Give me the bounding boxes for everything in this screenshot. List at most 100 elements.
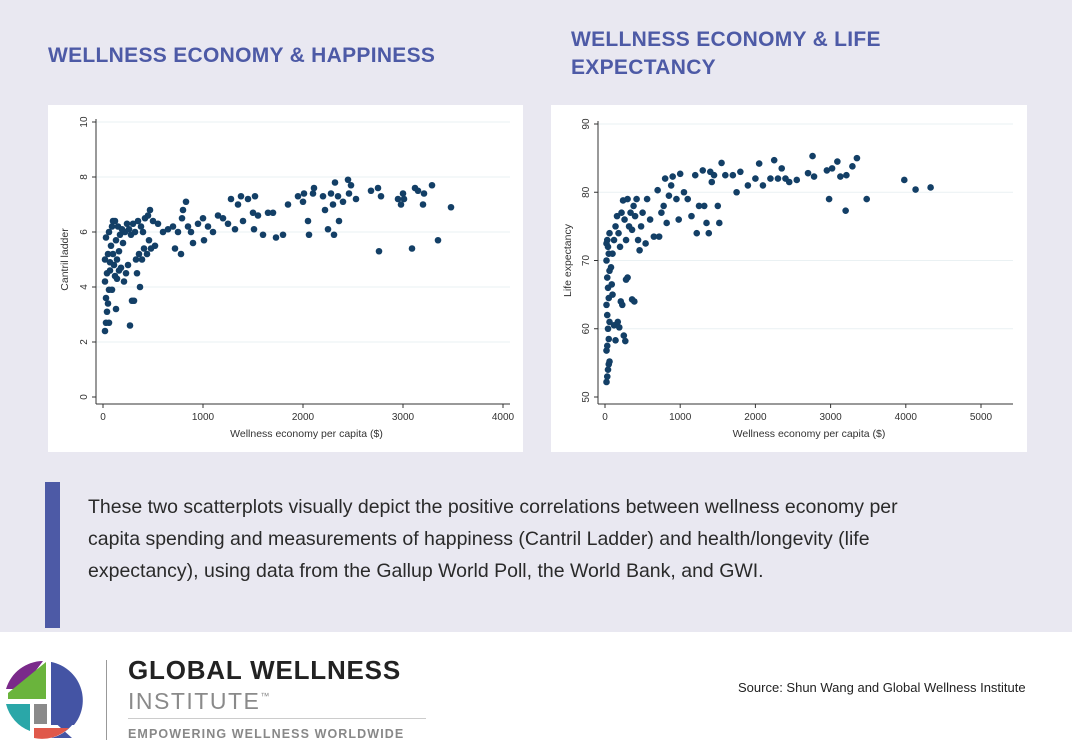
x-tick-label: 4000 [492,412,515,423]
data-point [399,190,407,197]
data-point [109,250,117,258]
data-point [144,212,152,219]
data-point [244,195,252,203]
data-point [609,291,616,298]
data-point [147,245,155,252]
data-point [628,226,636,234]
data-point [615,324,623,331]
data-point [744,182,752,189]
data-point [752,175,759,182]
data-point [630,202,637,210]
data-point [130,297,138,305]
data-point [733,188,740,196]
data-point [335,217,343,225]
scatterplot-life-expectancy: 50 60 70 80 90 0 1000 2000 3000 4000 5000 Wellness … [551,105,1027,452]
data-point [420,190,428,197]
data-point [688,212,695,220]
data-point [140,245,148,252]
data-point [414,187,422,195]
logo-name: GLOBAL WELLNESS [128,655,401,685]
data-point [106,267,114,274]
data-point [691,171,699,179]
data-point [103,308,111,316]
data-point [825,195,833,203]
x-tick-label: 1000 [192,412,215,423]
data-point [125,225,133,233]
data-point [676,170,684,178]
logo-rule [128,718,426,719]
data-point [708,178,716,186]
data-point [299,198,307,206]
data-point [321,206,329,214]
data-point [912,186,919,193]
data-point [853,154,861,162]
data-point [603,274,611,281]
y-tick-label: 8 [79,174,90,180]
data-point [304,217,312,225]
data-point [139,228,147,236]
data-point [642,240,649,247]
data-point [102,294,110,302]
data-point [622,337,629,345]
data-point [716,219,723,227]
data-point [631,212,639,220]
y-tick-label: 90 [581,118,592,130]
data-point [767,175,774,182]
data-point [131,228,139,236]
data-point [680,188,688,196]
data-point [673,195,680,203]
data-point [606,229,613,237]
data-point [636,246,643,254]
description-line: capita spending and measurements of happ… [88,528,870,550]
source-note: Source: Shun Wang and Global Wellness In… [738,680,1026,695]
data-point [264,209,272,217]
data-point [250,225,258,233]
y-tick-label: 70 [581,255,592,267]
data-point [621,216,628,223]
data-point [603,311,611,319]
description-line: These two scatterplots visually depict t… [88,496,898,518]
data-point [447,203,455,211]
data-point [428,181,436,189]
x-tick-label: 2000 [744,412,767,423]
data-point [660,202,667,210]
data-point [330,231,338,239]
description-line: expectancy), using data from the Gallup … [88,560,764,582]
data-point [154,220,162,228]
data-point [194,220,202,228]
data-point [132,256,140,263]
data-point [927,184,934,191]
data-point [605,335,613,343]
data-point [344,176,352,184]
data-point [200,236,208,244]
data-point [300,190,308,197]
data-point [104,250,112,258]
data-point [334,192,342,200]
data-point [113,275,121,283]
data-point [115,247,123,255]
data-point [112,236,120,244]
data-point [843,171,850,179]
data-point [169,223,177,230]
data-point [138,256,146,263]
data-point [345,190,353,197]
data-point [703,219,710,227]
data-point [102,234,110,241]
data-point [124,261,132,269]
data-point [610,236,618,244]
data-point [759,182,767,189]
data-point [135,250,143,258]
data-point [118,225,126,233]
data-point [809,152,816,160]
x-tick-label: 2000 [292,412,315,423]
x-tick-label: 0 [100,412,106,423]
data-point [254,212,262,219]
y-tick-label: 80 [581,186,592,198]
y-axis-label: Cantril ladder [59,228,71,291]
data-point [234,201,242,208]
data-point [603,373,611,380]
data-point [146,206,154,214]
data-point [143,250,151,258]
footer [0,632,1072,745]
data-point [352,195,360,203]
